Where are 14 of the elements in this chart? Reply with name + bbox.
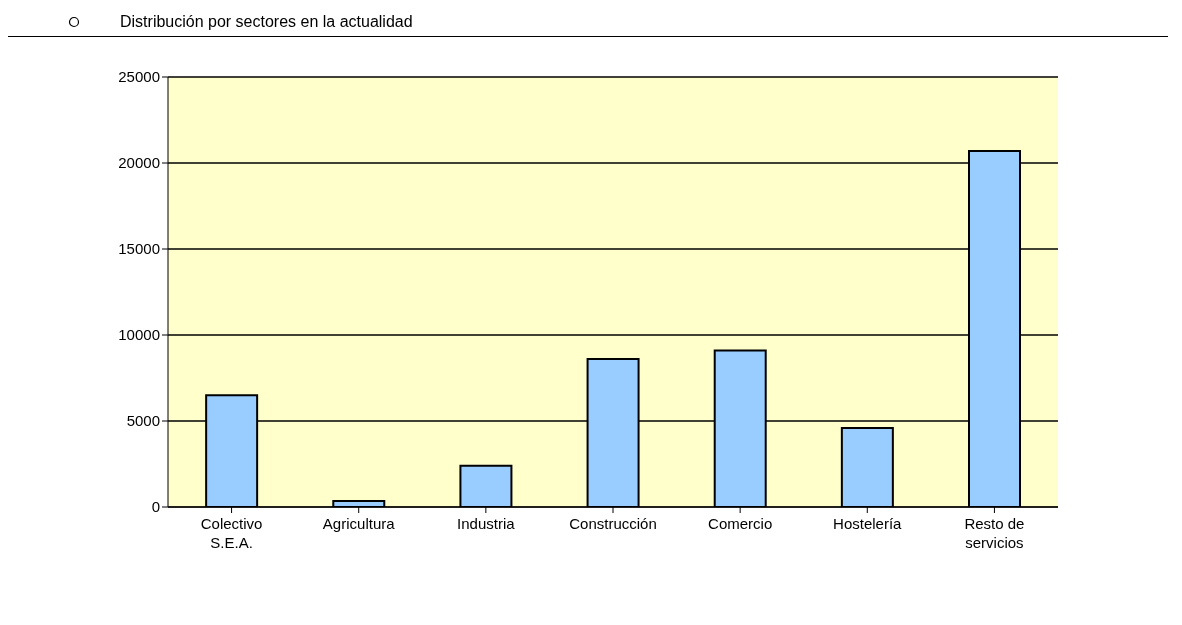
y-tick-label: 25000	[118, 68, 160, 86]
x-tick-label: Construcción	[569, 515, 657, 532]
y-tick-label: 0	[151, 498, 160, 516]
x-tick-label: Industria	[457, 515, 516, 532]
x-tick-label: Colectivo S.E.A.	[200, 515, 263, 551]
x-tick-label: Hostelería	[833, 515, 903, 532]
x-tick-label: Agricultura	[322, 515, 396, 532]
chart-title: Distribución por sectores en la actualidad	[120, 13, 413, 31]
y-tick-label: 5000	[126, 412, 160, 430]
x-tick-label: Resto de servicios	[964, 515, 1025, 551]
y-tick-label: 20000	[118, 154, 160, 172]
y-tick-label: 10000	[118, 326, 160, 344]
x-tick-label: Comercio	[708, 515, 773, 532]
y-tick-label: 15000	[118, 240, 160, 258]
